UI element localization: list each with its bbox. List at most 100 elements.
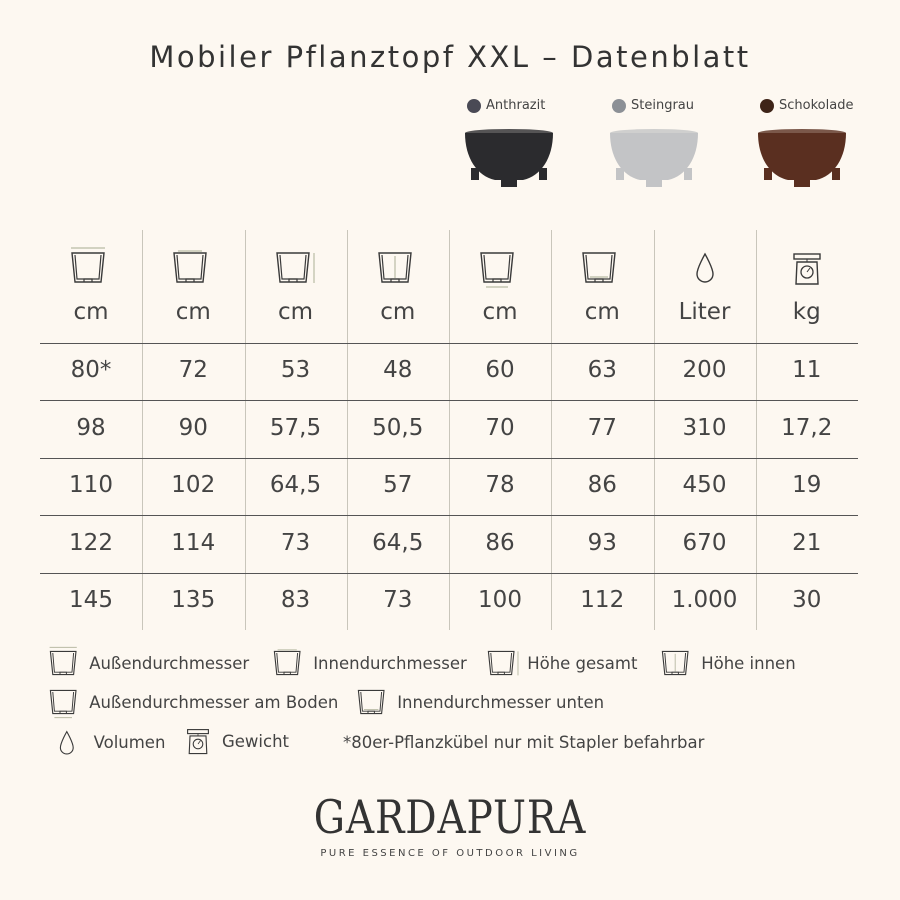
pot-outer-diameter-icon <box>40 245 142 291</box>
table-cell: 110 <box>69 472 113 498</box>
scale-icon <box>756 252 858 286</box>
column-divider <box>449 230 450 630</box>
pot-inner-diameter-icon <box>272 645 307 682</box>
table-cell: 1.000 <box>671 587 738 613</box>
column-unit: cm <box>380 299 416 325</box>
column-unit: cm <box>482 299 518 325</box>
table-cell: 86 <box>587 472 617 498</box>
pot-outer-bottom-diameter-icon <box>48 684 83 721</box>
color-swatch-icon <box>467 98 481 113</box>
column-unit: Liter <box>678 299 731 325</box>
table-cell: 17,2 <box>781 415 833 441</box>
row-divider <box>40 515 858 516</box>
table-cell: 57 <box>383 472 413 498</box>
variant-steingrau: Steingrau <box>612 98 762 113</box>
column-unit: cm <box>175 299 211 325</box>
legend-label: Gewicht <box>222 732 290 752</box>
pot-total-height-icon <box>245 245 347 291</box>
table-cell: 78 <box>485 472 515 498</box>
pot-outer-bottom-diameter-icon <box>449 245 551 291</box>
table-cell: 135 <box>171 587 216 613</box>
brand-logo: GARDAPURA <box>313 790 587 844</box>
column-divider <box>346 230 348 630</box>
brand-tagline: PURE ESSENCE OF OUTDOOR LIVING <box>320 848 580 859</box>
column-divider <box>244 230 246 630</box>
pot-inner-height-icon <box>347 245 449 291</box>
table-cell: 73 <box>280 530 311 556</box>
variant-label: Steingrau <box>631 98 695 113</box>
legend-label: Innendurchmesser <box>313 653 467 673</box>
pot-inner-bottom-diameter-icon <box>356 684 391 721</box>
table-cell: 122 <box>69 530 113 556</box>
pot-image-schokolade <box>758 129 846 187</box>
legend-inner-bottom: Innendurchmesser unten <box>356 684 604 721</box>
legend-inner-height: Höhe innen <box>660 645 796 682</box>
table-cell: 310 <box>682 415 727 441</box>
table-cell: 21 <box>792 530 822 556</box>
table-cell: 102 <box>171 472 216 498</box>
scale-icon <box>186 728 210 755</box>
column-divider <box>653 230 655 630</box>
footnote: *80er-Pflanzkübel nur mit Stapler befahr… <box>343 733 705 752</box>
table-cell: 57,5 <box>269 415 322 441</box>
legend-label: Volumen <box>93 733 166 753</box>
table-cell: 70 <box>485 415 515 441</box>
pot-inner-height-icon <box>660 645 695 682</box>
table-cell: 90 <box>178 415 208 441</box>
table-cell: 86 <box>485 530 515 556</box>
color-swatch-icon <box>760 98 774 113</box>
column-unit: cm <box>277 299 314 325</box>
page-title: Mobiler Pflanztopf XXL – Datenblatt <box>149 40 751 74</box>
table-cell: 30 <box>792 587 822 613</box>
column-divider <box>551 230 553 630</box>
column-unit: cm <box>73 299 109 325</box>
variant-anthrazit: Anthrazit <box>467 98 617 113</box>
table-cell: 450 <box>682 472 727 498</box>
table-cell: 53 <box>280 357 311 383</box>
row-divider <box>40 458 858 459</box>
column-unit: cm <box>584 299 620 325</box>
table-cell: 77 <box>587 415 617 441</box>
row-divider <box>40 343 858 344</box>
table-cell: 80* <box>70 357 112 383</box>
legend-weight: Gewicht <box>186 728 289 755</box>
variant-label: Schokolade <box>779 98 854 113</box>
table-cell: 112 <box>580 587 625 613</box>
table-cell: 98 <box>76 415 106 441</box>
table-cell: 83 <box>280 587 311 613</box>
pot-inner-diameter-icon <box>142 245 244 291</box>
legend-label: Außendurchmesser am Boden <box>89 692 339 712</box>
table-cell: 48 <box>383 357 413 383</box>
row-divider <box>40 400 858 401</box>
legend-outer-bottom: Außendurchmesser am Boden <box>48 684 338 721</box>
table-cell: 64,5 <box>372 530 424 556</box>
table-cell: 114 <box>171 530 216 556</box>
column-unit: kg <box>792 299 821 325</box>
column-divider <box>142 230 144 630</box>
legend-label: Außendurchmesser <box>89 653 250 673</box>
table-cell: 100 <box>478 587 522 613</box>
table-cell: 19 <box>792 472 822 498</box>
drop-icon <box>58 730 76 756</box>
legend-total-height: Höhe gesamt <box>486 645 637 682</box>
table-cell: 50,5 <box>372 415 424 441</box>
table-cell: 670 <box>682 530 727 556</box>
table-cell: 64,5 <box>269 472 322 498</box>
pot-total-height-icon <box>486 645 521 682</box>
table-cell: 11 <box>792 357 822 383</box>
pot-image-anthrazit <box>465 129 553 187</box>
legend-label: Höhe gesamt <box>527 653 638 673</box>
table-cell: 200 <box>682 357 727 383</box>
variant-schokolade: Schokolade <box>760 98 900 113</box>
pot-inner-bottom-diameter-icon <box>551 245 653 291</box>
table-cell: 60 <box>485 357 515 383</box>
legend-outer-diameter: Außendurchmesser <box>48 645 249 682</box>
pot-image-steingrau <box>610 129 698 187</box>
table-cell: 63 <box>587 357 617 383</box>
color-swatch-icon <box>612 98 626 113</box>
legend-label: Höhe innen <box>701 653 796 673</box>
variant-label: Anthrazit <box>486 98 546 113</box>
legend-volume: Volumen <box>58 730 165 756</box>
row-divider <box>40 573 858 574</box>
drop-icon <box>654 252 756 284</box>
